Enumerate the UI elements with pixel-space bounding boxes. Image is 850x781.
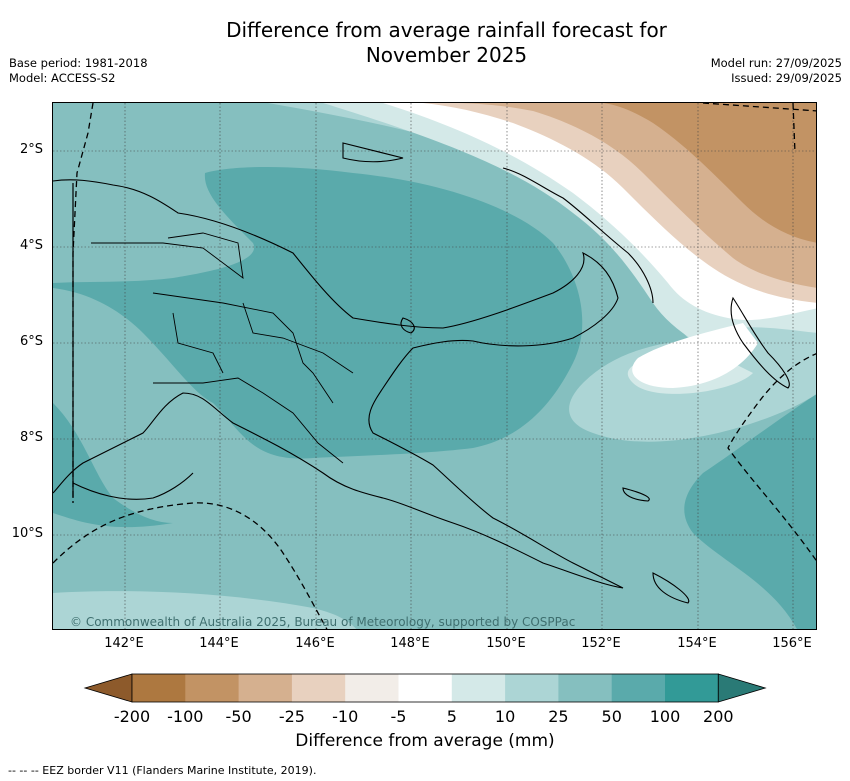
model-name: Model: ACCESS-S2: [9, 71, 116, 85]
band-neutral-east: [632, 323, 758, 388]
colorbar-tick-label: 10: [494, 707, 516, 726]
title-line-1: Difference from average rainfall forecas…: [226, 18, 667, 42]
colorbar-segment: [238, 674, 293, 702]
lon-label-154e: 154°E: [677, 636, 717, 651]
colorbar-tick-label: -200: [113, 707, 151, 726]
lat-label-6s: 6°S: [19, 334, 43, 349]
lon-label-148e: 148°E: [390, 636, 430, 651]
colorbar-segment: [398, 674, 453, 702]
colorbar-segment: [451, 674, 506, 702]
eez-footnote: -- -- -- EEZ border V11 (Flanders Marine…: [8, 764, 317, 777]
rainfall-map: © Commonwealth of Australia 2025, Bureau…: [52, 102, 817, 630]
chart-title: Difference from average rainfall forecas…: [0, 18, 850, 68]
colorbar-tick-label: 50: [601, 707, 622, 726]
colorbar-title: Difference from average (mm): [295, 731, 555, 751]
colorbar-extend-low: [83, 673, 133, 703]
lon-label-144e: 144°E: [199, 636, 239, 651]
lat-label-4s: 4°S: [19, 238, 43, 253]
band-minus50-minus25: [603, 103, 816, 243]
colorbar: [83, 673, 767, 703]
colorbar-tick-label: -100: [167, 707, 204, 726]
colorbar-tick-label: -5: [390, 707, 407, 726]
colorbar-extend-high: [717, 673, 767, 703]
colorbar-segment: [505, 674, 559, 702]
colorbar-segment: [345, 674, 399, 702]
copyright-text: © Commonwealth of Australia 2025, Bureau…: [70, 615, 575, 629]
map-canvas: © Commonwealth of Australia 2025, Bureau…: [53, 103, 816, 629]
colorbar-segment: [558, 674, 613, 702]
lon-label-156e: 156°E: [772, 636, 812, 651]
model-run: Model run: 27/09/2025: [710, 56, 842, 70]
lon-label-142e: 142°E: [104, 636, 144, 651]
meta-left: Base period: 1981-2018 Model: ACCESS-S2: [9, 56, 148, 86]
colorbar-segment: [185, 674, 240, 702]
band-50-100-west: [53, 403, 173, 528]
lat-label-8s: 8°S: [19, 430, 43, 445]
colorbar-tick-label: -50: [225, 707, 252, 726]
colorbar-tick-label: 25: [548, 707, 569, 726]
base-period: Base period: 1981-2018: [9, 56, 148, 70]
colorbar-segment: [611, 674, 666, 702]
colorbar-tick-label: -10: [332, 707, 359, 726]
lat-label-10s: 10°S: [11, 526, 43, 541]
colorbar-segment: [132, 674, 186, 702]
lon-label-146e: 146°E: [295, 636, 335, 651]
colorbar-tick-label: 200: [703, 707, 734, 726]
title-line-2: November 2025: [365, 43, 528, 67]
lon-label-152e: 152°E: [581, 636, 621, 651]
colorbar-segment: [291, 674, 346, 702]
band-10-25-southwest: [53, 591, 357, 629]
band-50-100-central: [53, 167, 583, 459]
coastlines: [53, 142, 790, 604]
gridlines: [53, 103, 816, 629]
lon-label-150e: 150°E: [486, 636, 526, 651]
colorbar-tick-label: 100: [649, 707, 681, 726]
meta-right: Model run: 27/09/2025 Issued: 29/09/2025: [711, 56, 842, 86]
colorbar-segment: [665, 674, 719, 702]
colorbar-tick-label: -25: [278, 707, 305, 726]
band-50-100-east: [684, 394, 816, 629]
province-borders: [91, 232, 354, 464]
lat-label-2s: 2°S: [19, 142, 43, 157]
issued-date: Issued: 29/09/2025: [731, 71, 842, 85]
colorbar-tick-label: 5: [446, 707, 457, 726]
